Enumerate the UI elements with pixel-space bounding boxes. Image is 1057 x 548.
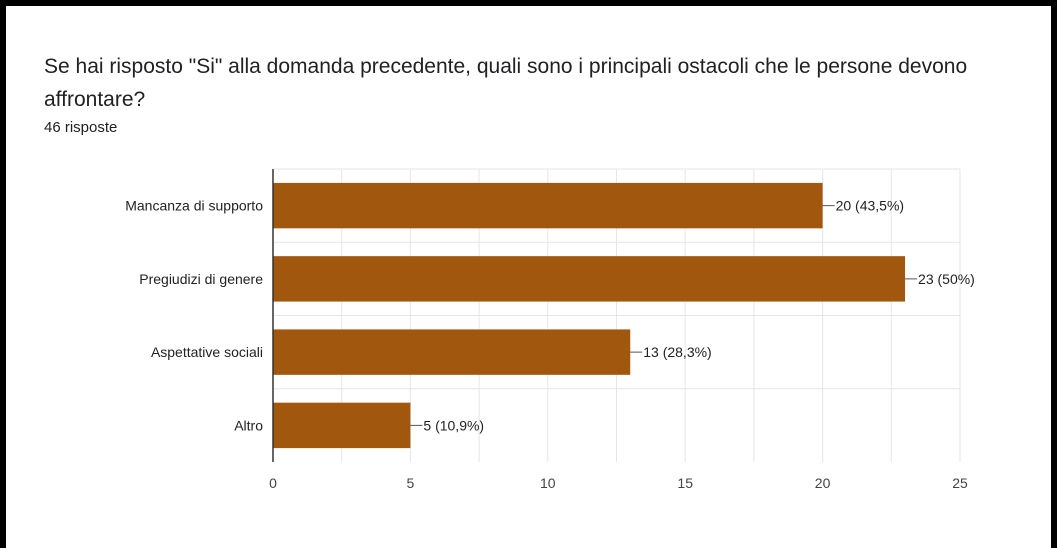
bar-3[interactable] xyxy=(273,402,411,449)
category-label: Pregiudizi di genere xyxy=(139,271,263,287)
x-tick-label: 25 xyxy=(952,475,968,491)
category-label: Altro xyxy=(234,417,263,433)
bar-chart: 0 5 10 15 20 25 Mancanza di supporto 20 (43,5%… xyxy=(125,168,975,491)
category-label: Aspettative sociali xyxy=(151,344,263,360)
category-label: Mancanza di supporto xyxy=(125,198,263,214)
label-layer: Mancanza di supporto 20 (43,5%) Pregiudizi… xyxy=(125,198,975,434)
x-tick-label: 20 xyxy=(815,475,831,491)
bar-layer xyxy=(273,182,906,449)
question-card: Se hai risposto "Si" alla domanda preced… xyxy=(6,6,1051,548)
axis-layer: 0 5 10 15 20 25 xyxy=(269,169,968,491)
response-count: 46 risposte xyxy=(44,119,118,136)
x-tick-label: 5 xyxy=(407,475,415,491)
x-tick-label: 10 xyxy=(540,475,556,491)
x-tick-label: 15 xyxy=(677,475,693,491)
bar-0[interactable] xyxy=(273,182,823,229)
data-label: 23 (50%) xyxy=(918,271,975,287)
bar-1[interactable] xyxy=(273,256,906,302)
bar-2[interactable] xyxy=(273,329,631,375)
x-tick-label: 0 xyxy=(269,475,277,491)
data-label: 5 (10,9%) xyxy=(423,417,484,433)
question-title: Se hai risposto "Si" alla domanda preced… xyxy=(44,55,968,111)
data-label: 20 (43,5%) xyxy=(836,198,904,214)
data-label: 13 (28,3%) xyxy=(643,344,711,360)
